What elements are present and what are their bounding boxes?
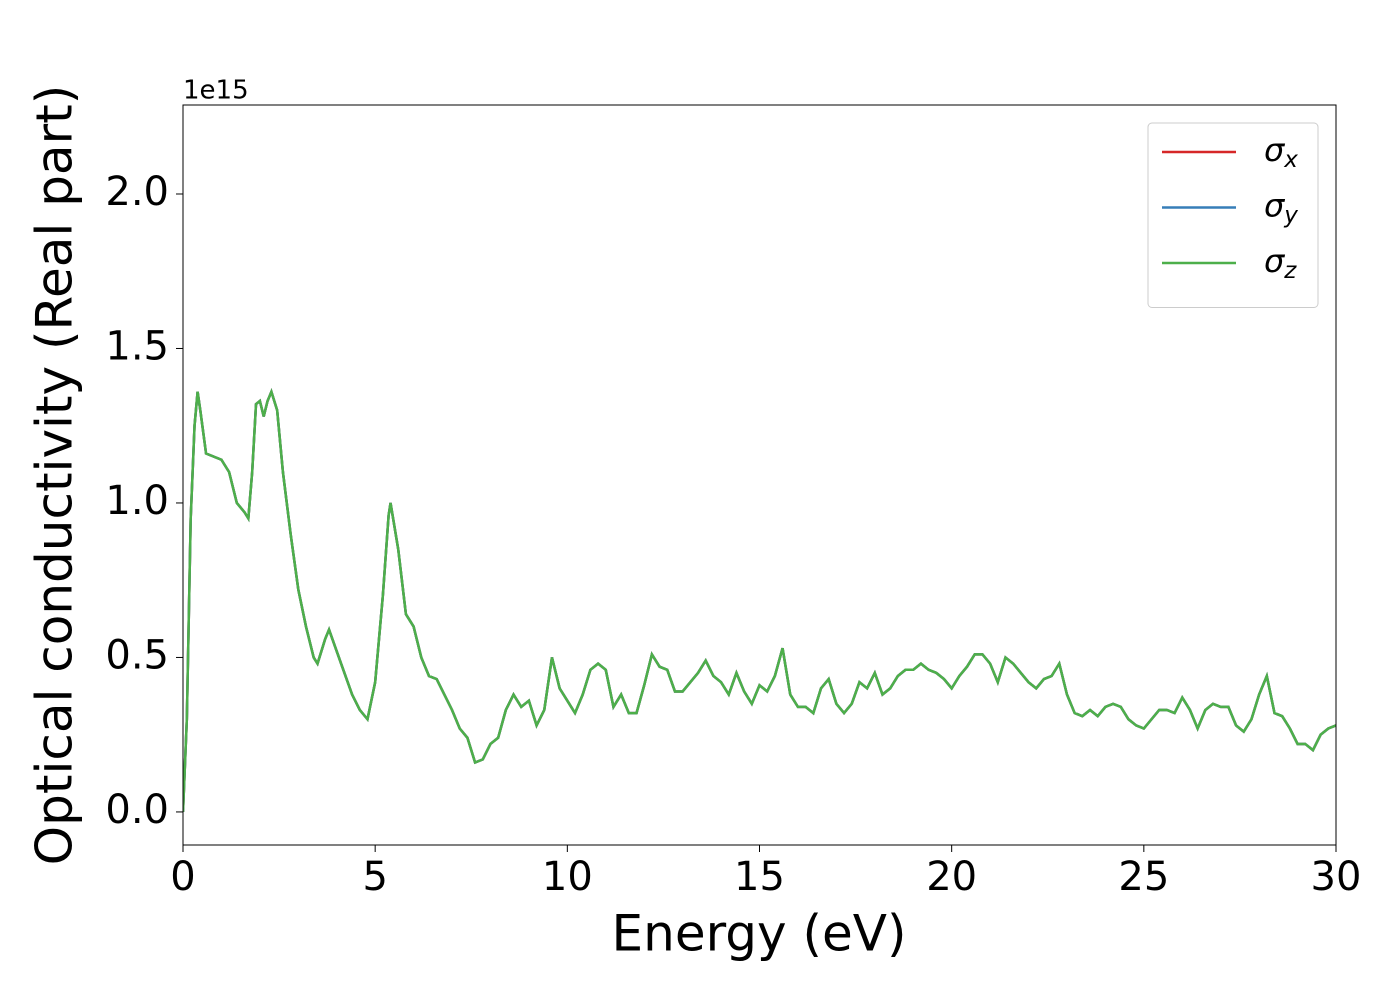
y-tick-label: 1.0 bbox=[105, 478, 169, 524]
x-tick-label: 10 bbox=[542, 854, 593, 900]
y-tick-label: 0.0 bbox=[105, 787, 169, 833]
y-tick-label: 2.0 bbox=[105, 169, 169, 215]
x-tick-label: 5 bbox=[362, 854, 387, 900]
plot-frame bbox=[182, 104, 1337, 846]
series-line bbox=[183, 388, 1336, 812]
series-line bbox=[183, 388, 1336, 812]
legend-label: σz bbox=[1264, 242, 1297, 284]
x-tick-label: 0 bbox=[170, 854, 195, 900]
legend-box bbox=[1147, 122, 1319, 308]
series-line bbox=[183, 388, 1336, 812]
y-tick-label: 1.5 bbox=[105, 323, 169, 369]
x-tick-label: 25 bbox=[1118, 854, 1169, 900]
y-tick-label: 0.5 bbox=[105, 632, 169, 678]
y-axis-label: Optical conductivity (Real part) bbox=[26, 85, 84, 866]
x-tick-label: 15 bbox=[734, 854, 785, 900]
x-tick-label: 20 bbox=[926, 854, 977, 900]
legend-label: σy bbox=[1264, 187, 1298, 229]
legend-label: σx bbox=[1264, 131, 1298, 173]
y-offset-label: 1e15 bbox=[183, 76, 249, 106]
x-axis-label: Energy (eV) bbox=[612, 905, 907, 963]
x-tick-label: 30 bbox=[1311, 854, 1362, 900]
